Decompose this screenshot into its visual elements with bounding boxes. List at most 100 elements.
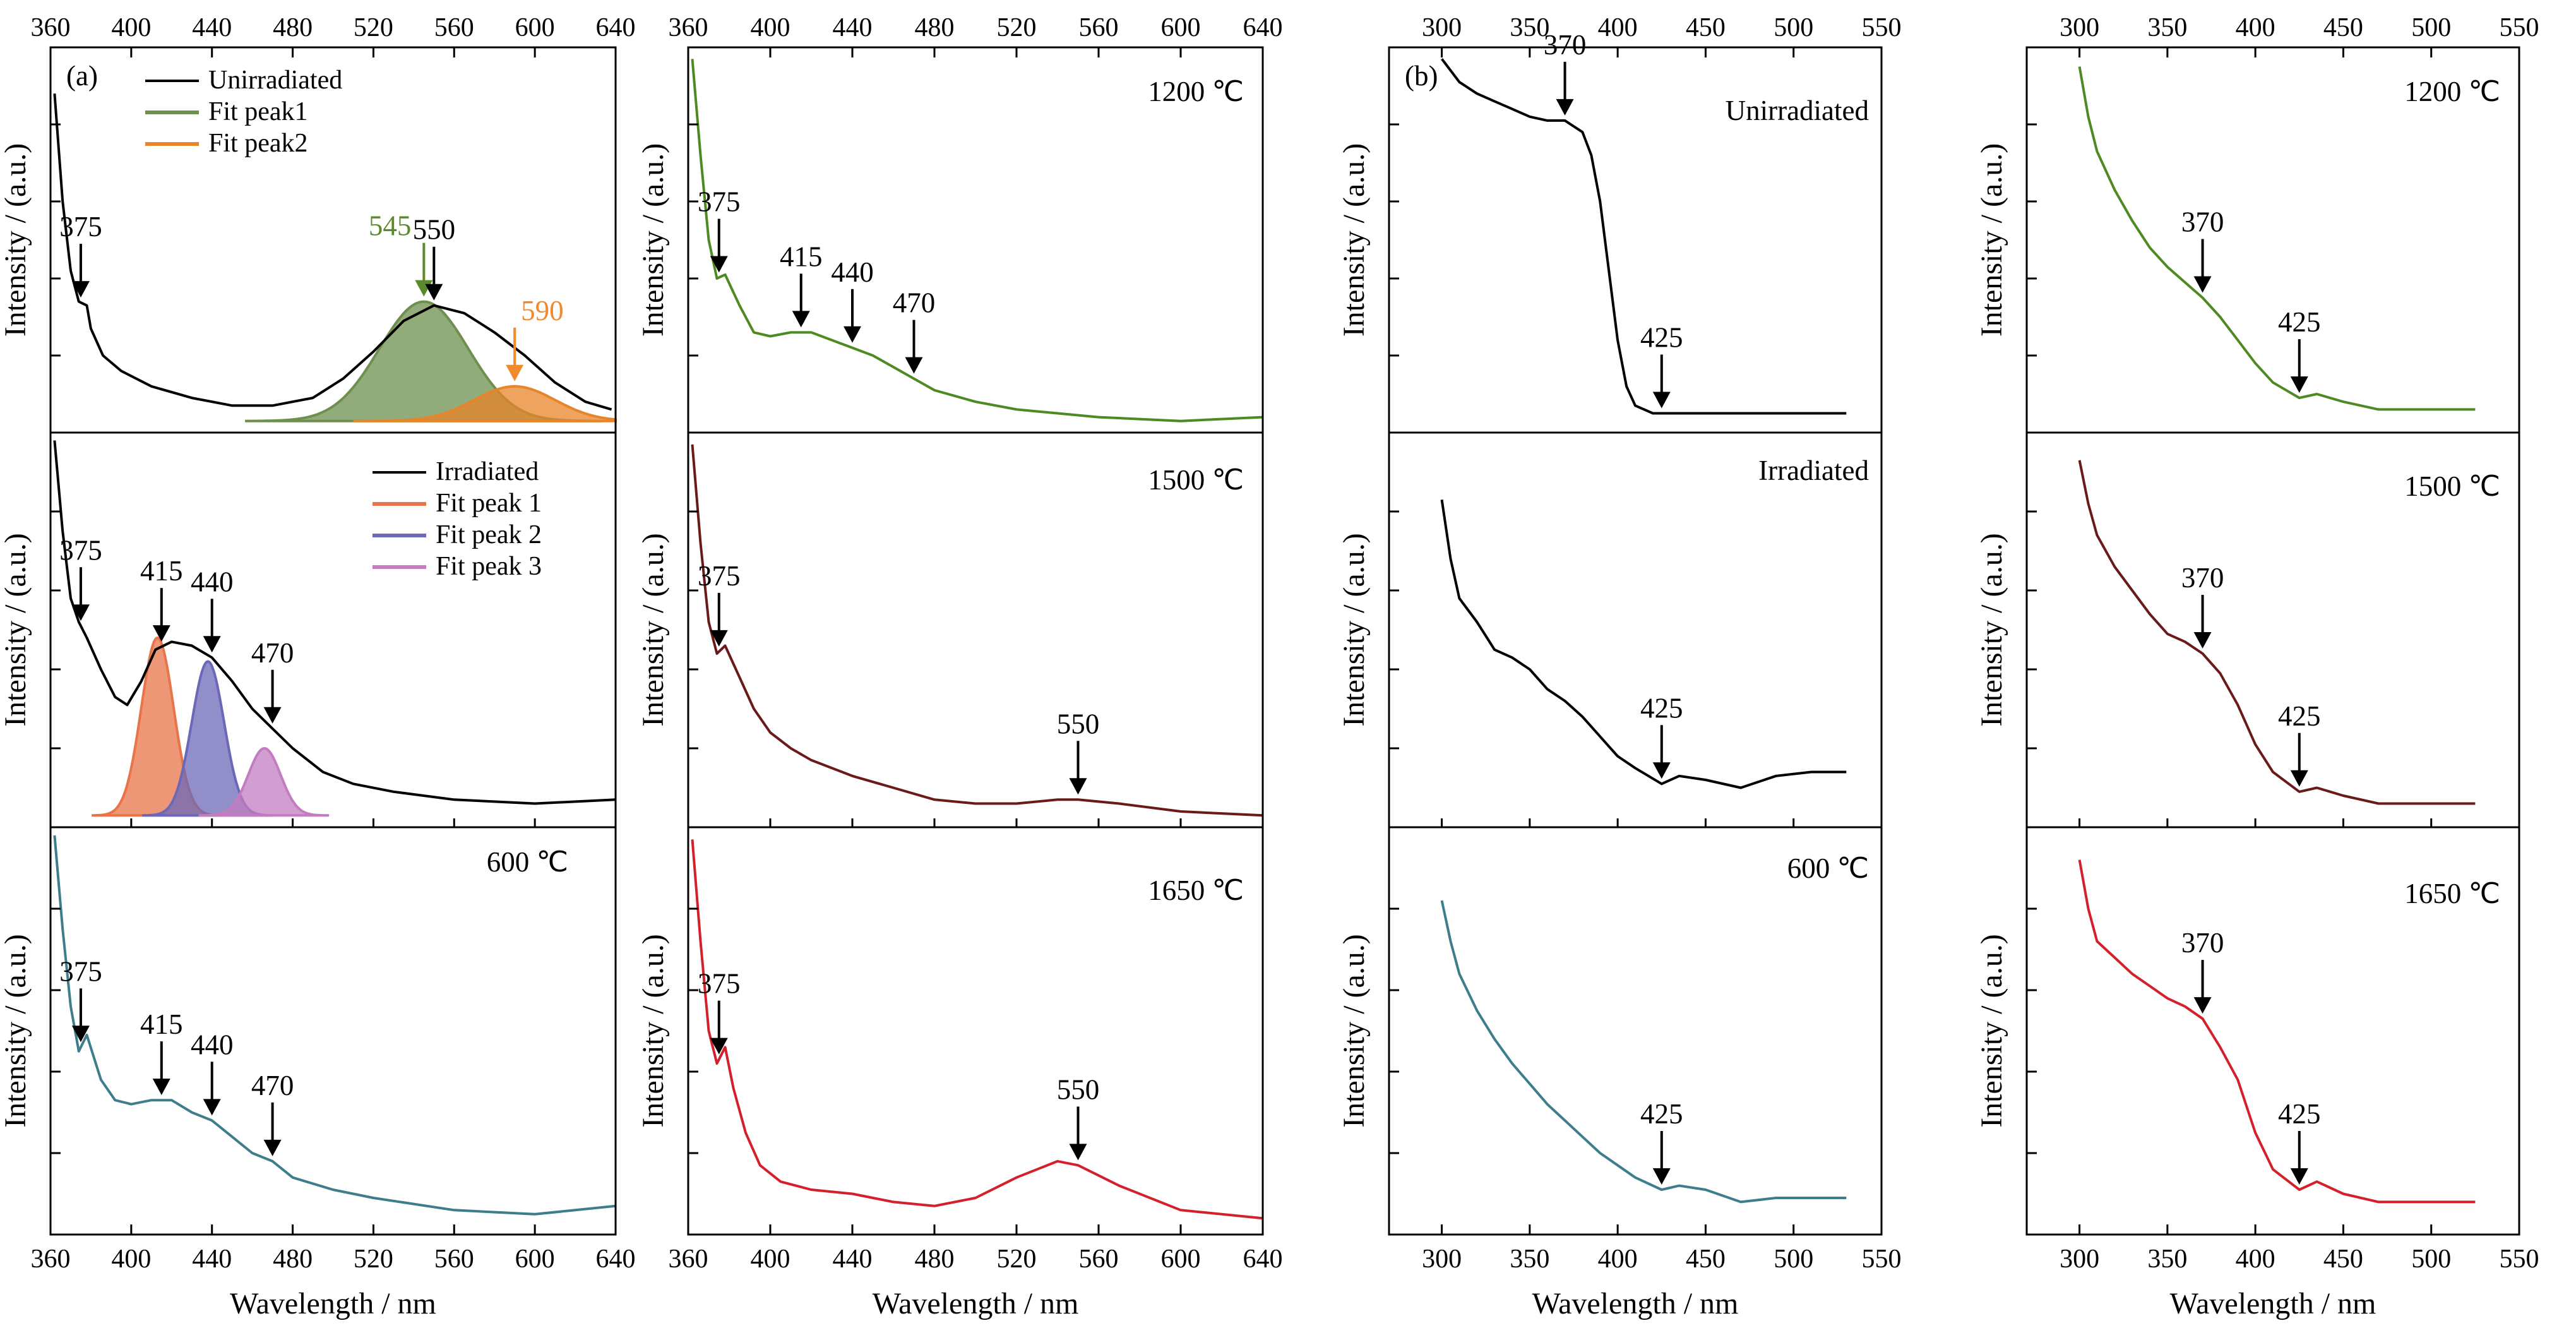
x-tick-label: 500 bbox=[1774, 13, 1813, 42]
x-axis-title: Wavelength / nm bbox=[873, 1287, 1079, 1320]
x-tick-label: 550 bbox=[1862, 13, 1902, 42]
plot-frame bbox=[49, 46, 617, 434]
annotation-label: 425 bbox=[2278, 1098, 2321, 1130]
panel-condition-label: 1200 ℃ bbox=[2404, 76, 2500, 107]
annotation-label: 545 bbox=[369, 210, 412, 242]
x-tick-label: 480 bbox=[915, 13, 955, 42]
annotation-label: 550 bbox=[413, 214, 456, 246]
annotation-arrowhead bbox=[710, 1038, 728, 1055]
x-tick-label: 450 bbox=[1686, 13, 1726, 42]
annotation-label: 375 bbox=[59, 534, 102, 566]
annotation-label: 370 bbox=[2181, 562, 2224, 594]
panel-label: (a) bbox=[66, 60, 98, 92]
series-line-1650 bbox=[691, 839, 1263, 1220]
annotation-arrowhead bbox=[425, 284, 443, 301]
legend-entry: Fit peak 2 bbox=[436, 520, 542, 549]
panel-a-1500: Intensity / (a.u.) 1500 ℃ 375 550 bbox=[636, 431, 1264, 829]
annotation-arrowhead bbox=[2193, 997, 2212, 1014]
x-tick-label: 640 bbox=[596, 1245, 636, 1274]
x-axis-title: Wavelength / nm bbox=[230, 1287, 436, 1320]
annotation-label: 370 bbox=[2181, 927, 2224, 959]
annotation-arrowhead bbox=[71, 1026, 90, 1043]
y-axis-title: Intensity / (a.u.) bbox=[0, 934, 32, 1128]
x-tick-label: 440 bbox=[192, 13, 232, 42]
annotation-label: 375 bbox=[698, 560, 741, 592]
x-tick-label: 350 bbox=[1510, 13, 1549, 42]
panel-b-unirradiated: 300 350 400 450 500 550 Intensity / (a.u.) (b) U… bbox=[1337, 13, 1902, 434]
x-tick-label: 350 bbox=[1510, 1245, 1549, 1274]
panel-condition-label: 1500 ℃ bbox=[2404, 470, 2500, 502]
fit-area-fit-peak2 bbox=[353, 385, 617, 422]
x-tick-label: 500 bbox=[2411, 1245, 2451, 1274]
x-tick-label: 550 bbox=[1862, 1245, 1902, 1274]
x-tick-label: 400 bbox=[111, 1245, 151, 1274]
legend-entry: Unirradiated bbox=[208, 66, 342, 95]
x-tick-label: 360 bbox=[669, 13, 708, 42]
annotation-label: 415 bbox=[780, 241, 823, 272]
x-tick-label: 600 bbox=[515, 13, 555, 42]
y-axis-title: Intensity / (a.u.) bbox=[1337, 143, 1371, 337]
x-tick-label: 300 bbox=[1422, 1245, 1462, 1274]
annotation-label: 415 bbox=[140, 1008, 183, 1040]
y-axis-title: Intensity / (a.u.) bbox=[1975, 533, 2008, 727]
annotation-label: 590 bbox=[521, 295, 564, 326]
annotation-label: 375 bbox=[59, 955, 102, 987]
annotation-arrowhead bbox=[1652, 762, 1671, 779]
y-axis-title: Intensity / (a.u.) bbox=[1337, 934, 1371, 1128]
panel-condition-label: 1650 ℃ bbox=[1148, 875, 1244, 906]
annotation-arrowhead bbox=[506, 364, 524, 381]
annotation-label: 470 bbox=[251, 1070, 294, 1101]
x-tick-label: 600 bbox=[1161, 13, 1201, 42]
x-tick-label: 520 bbox=[997, 1245, 1037, 1274]
y-axis-title: Intensity / (a.u.) bbox=[1975, 934, 2008, 1128]
annotation-arrowhead bbox=[1652, 1168, 1671, 1185]
plot-frame bbox=[1388, 826, 1883, 1236]
annotation-arrowhead bbox=[71, 604, 90, 621]
series-line-600 bbox=[53, 835, 616, 1216]
plot-frame bbox=[687, 826, 1264, 1236]
annotation-arrowhead bbox=[792, 311, 810, 328]
annotation-arrowhead bbox=[2290, 770, 2308, 787]
panel-b-600: 300 350 400 450 500 550 Wavelength / nm Intensi… bbox=[1337, 826, 1902, 1320]
x-tick-label: 360 bbox=[31, 1245, 71, 1274]
x-axis-title: Wavelength / nm bbox=[2170, 1287, 2376, 1320]
x-tick-label: 400 bbox=[2236, 1245, 2275, 1274]
x-tick-label: 450 bbox=[2323, 1245, 2363, 1274]
annotation-arrowhead bbox=[263, 707, 282, 724]
x-tick-label: 550 bbox=[2500, 13, 2539, 42]
annotation-label: 425 bbox=[2278, 700, 2321, 732]
panel-b-1200: 300 350 400 450 500 550 Intensity / (a.u.) 1200… bbox=[1975, 13, 2539, 434]
x-tick-label: 360 bbox=[31, 13, 71, 42]
panel-a-1650: 360 400 440 480 520 560 600 640 Wavelength / nm I… bbox=[636, 826, 1283, 1320]
x-tick-label: 400 bbox=[1598, 13, 1638, 42]
series-line-unirradiated bbox=[53, 93, 612, 411]
annotation-label: 375 bbox=[698, 186, 741, 217]
x-tick-label: 520 bbox=[354, 1245, 393, 1274]
annotation-label: 425 bbox=[1640, 1098, 1683, 1130]
panel-b-1650: 300 350 400 450 500 550 Wavelength / nm Intensi… bbox=[1975, 826, 2539, 1320]
x-tick-label: 440 bbox=[833, 1245, 873, 1274]
x-tick-label: 300 bbox=[2060, 13, 2099, 42]
plot-frame bbox=[2025, 826, 2520, 1236]
annotation-label: 470 bbox=[251, 637, 294, 669]
legend-entry: Fit peak 1 bbox=[436, 489, 542, 518]
annotation-label: 415 bbox=[140, 555, 183, 587]
series-line-irradiated bbox=[1440, 500, 1847, 789]
annotation-arrowhead bbox=[1069, 1144, 1087, 1161]
annotation-label: 440 bbox=[191, 566, 234, 597]
series-line-1500 bbox=[691, 444, 1263, 817]
x-tick-label: 480 bbox=[273, 1245, 313, 1274]
annotation-arrowhead bbox=[152, 1079, 170, 1096]
x-tick-label: 450 bbox=[2323, 13, 2363, 42]
series-line-unirradiated bbox=[1441, 58, 1847, 415]
x-tick-label: 400 bbox=[751, 1245, 790, 1274]
y-axis-title: Intensity / (a.u.) bbox=[636, 143, 670, 337]
series-line-1500 bbox=[2078, 460, 2476, 805]
plot-frame bbox=[49, 826, 617, 1236]
x-tick-label: 640 bbox=[596, 13, 636, 42]
annotation-arrowhead bbox=[710, 256, 728, 273]
annotation-arrowhead bbox=[2193, 276, 2212, 293]
series-line-1200 bbox=[691, 59, 1263, 422]
x-tick-label: 350 bbox=[2147, 13, 2187, 42]
